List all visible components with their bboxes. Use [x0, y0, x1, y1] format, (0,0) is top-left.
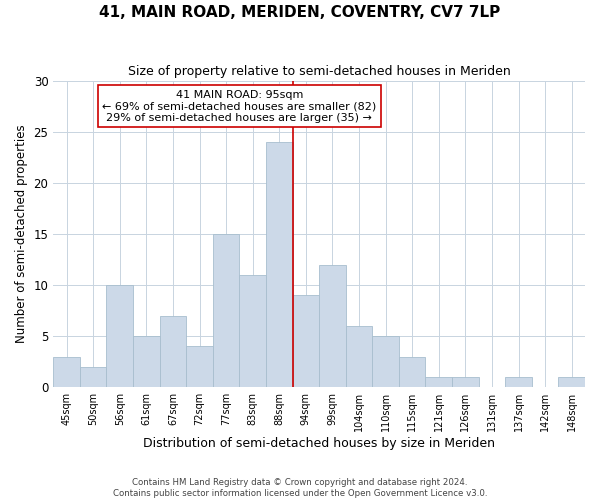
Text: Contains HM Land Registry data © Crown copyright and database right 2024.
Contai: Contains HM Land Registry data © Crown c… [113, 478, 487, 498]
Text: 41, MAIN ROAD, MERIDEN, COVENTRY, CV7 7LP: 41, MAIN ROAD, MERIDEN, COVENTRY, CV7 7L… [100, 5, 500, 20]
Bar [239, 275, 266, 388]
Bar [160, 316, 186, 388]
Text: 41 MAIN ROAD: 95sqm
← 69% of semi-detached houses are smaller (82)
29% of semi-d: 41 MAIN ROAD: 95sqm ← 69% of semi-detach… [102, 90, 377, 123]
Bar [133, 336, 160, 388]
Bar [452, 377, 479, 388]
Bar [399, 356, 425, 388]
X-axis label: Distribution of semi-detached houses by size in Meriden: Distribution of semi-detached houses by … [143, 437, 495, 450]
Bar [293, 296, 319, 388]
Bar [266, 142, 293, 388]
Bar [319, 264, 346, 388]
Bar [425, 377, 452, 388]
Bar [346, 326, 373, 388]
Bar [373, 336, 399, 388]
Bar [213, 234, 239, 388]
Bar [53, 356, 80, 388]
Bar [559, 377, 585, 388]
Title: Size of property relative to semi-detached houses in Meriden: Size of property relative to semi-detach… [128, 65, 511, 78]
Bar [106, 285, 133, 388]
Bar [186, 346, 213, 388]
Bar [80, 367, 106, 388]
Y-axis label: Number of semi-detached properties: Number of semi-detached properties [15, 124, 28, 344]
Bar [505, 377, 532, 388]
